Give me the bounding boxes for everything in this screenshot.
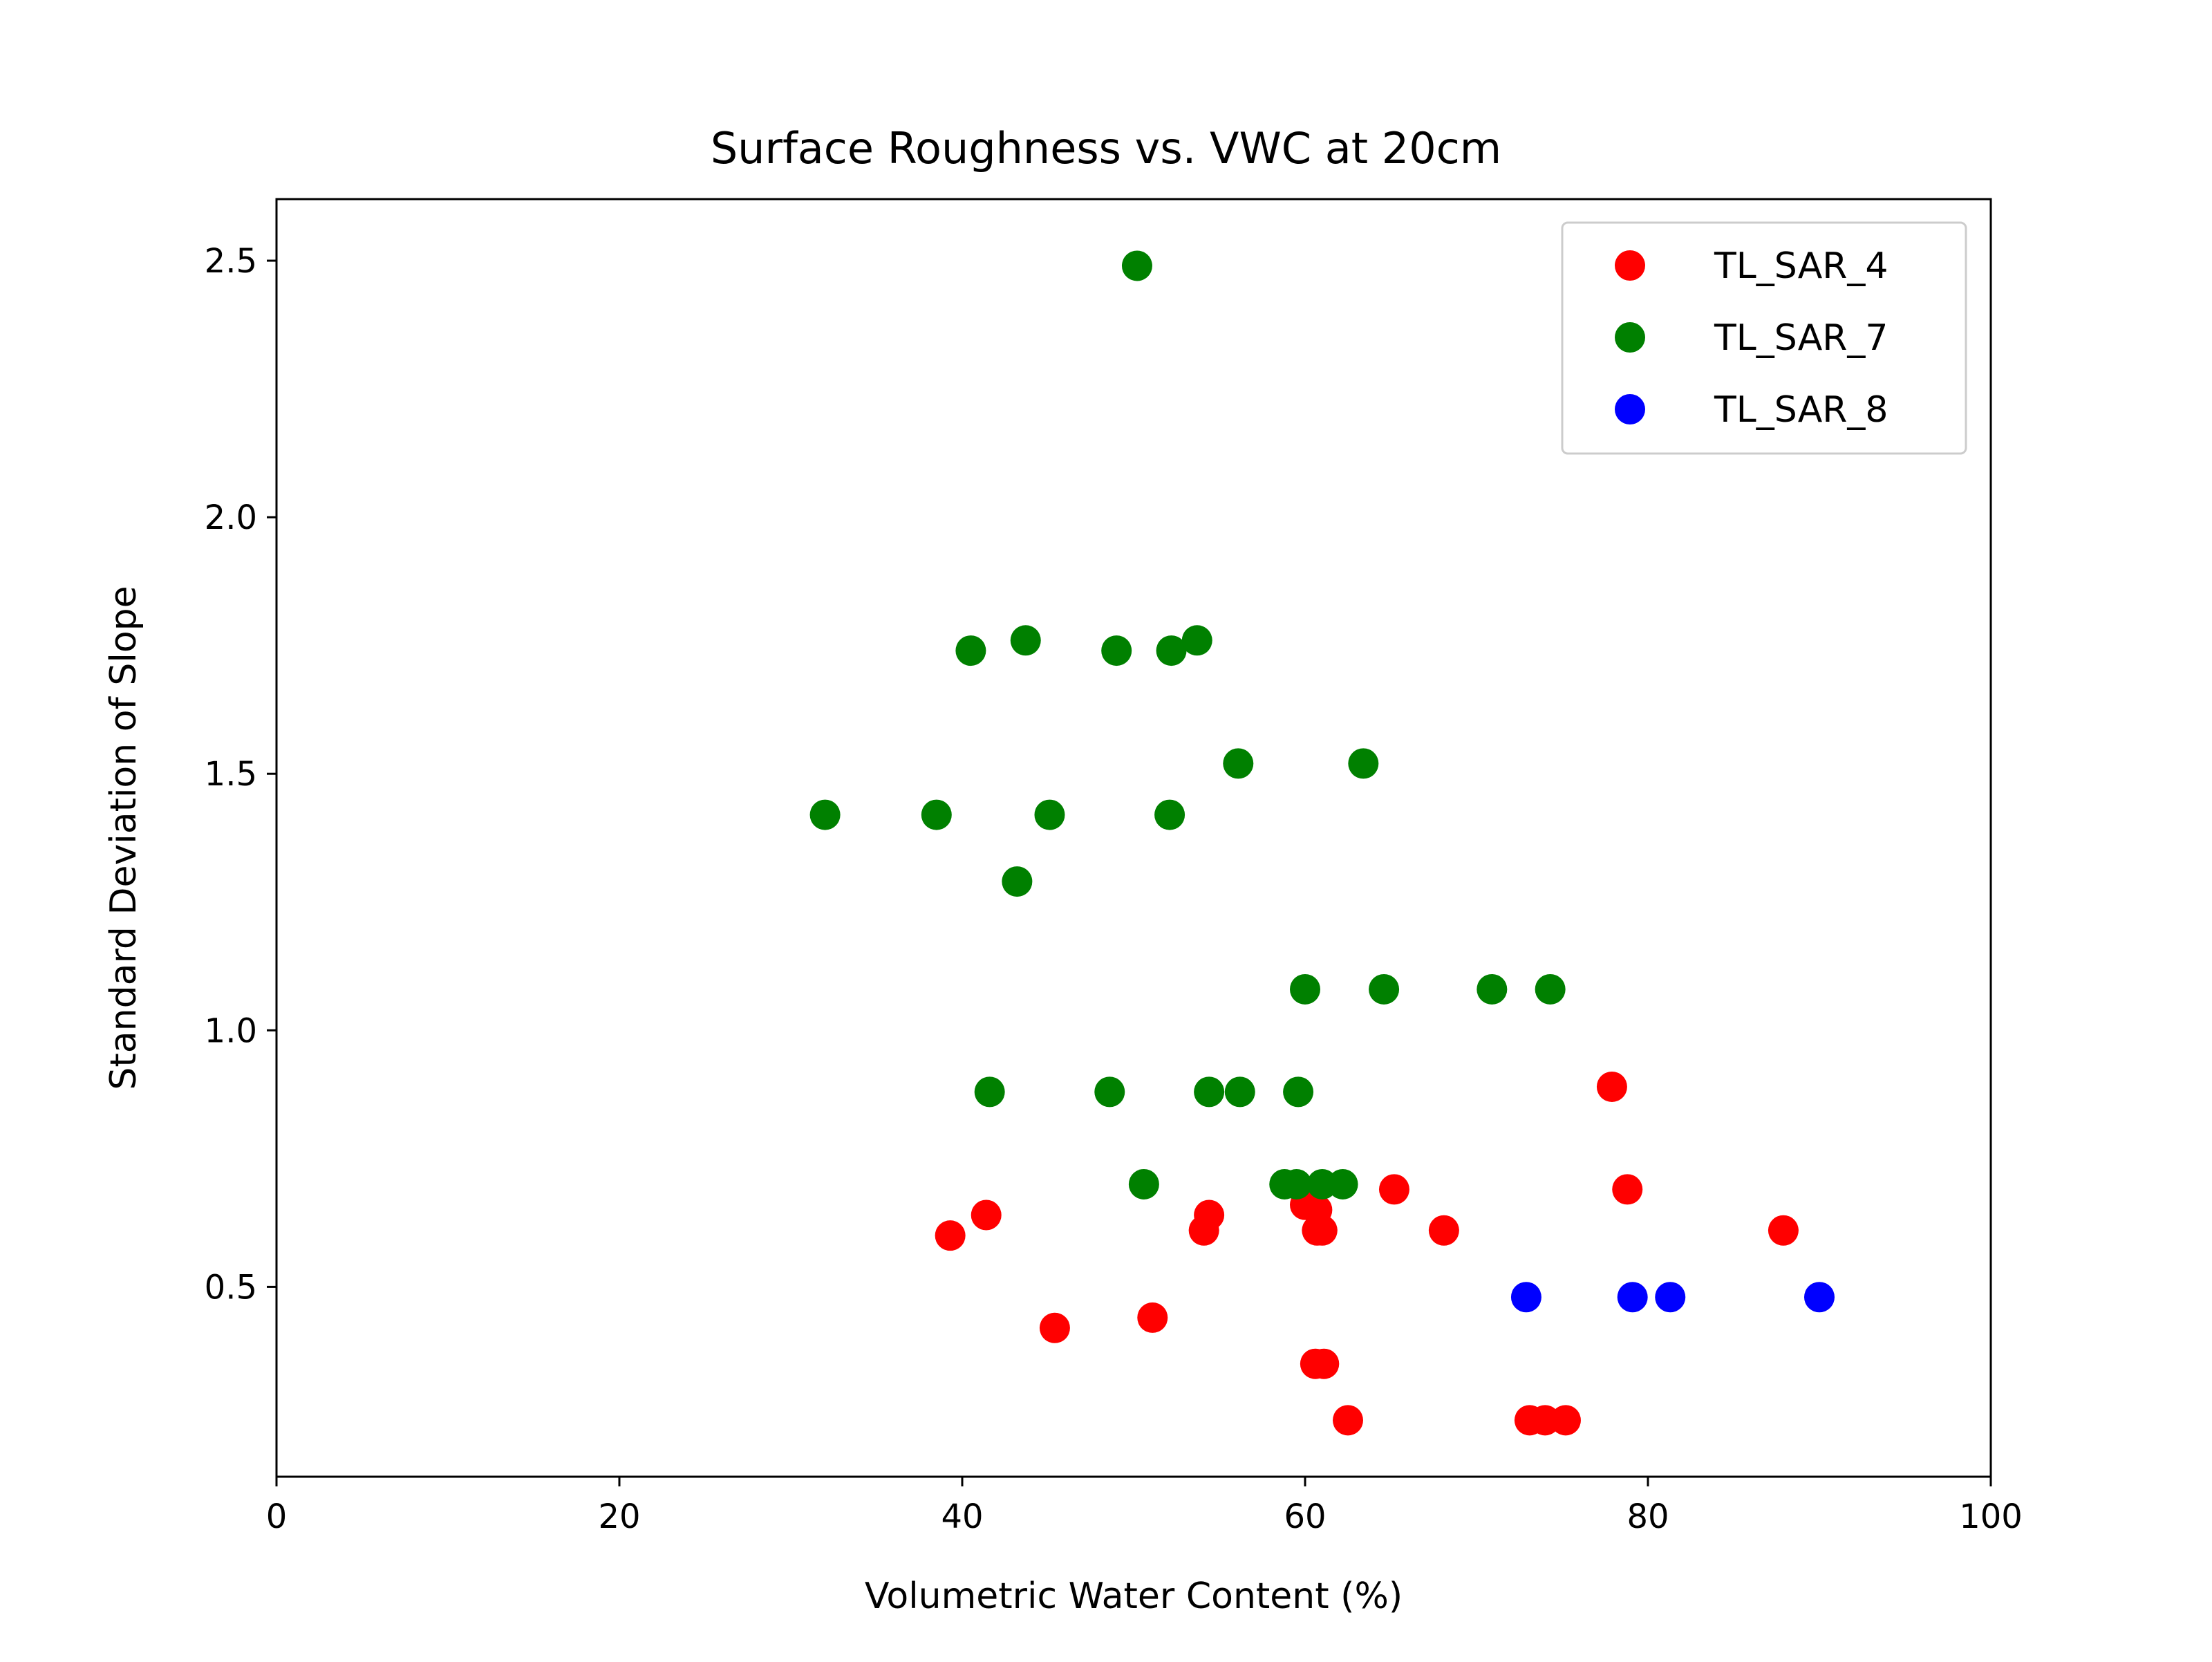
data-point — [1034, 799, 1065, 830]
data-point — [1477, 973, 1508, 1005]
data-point — [1194, 1199, 1225, 1231]
data-point — [1510, 1282, 1541, 1313]
data-point — [1010, 625, 1041, 656]
data-point — [1194, 1076, 1225, 1108]
x-axis-label: Volumetric Water Content (%) — [865, 1576, 1403, 1617]
y-tick-label: 1.5 — [205, 755, 257, 794]
legend-label-tl-sar-8: TL_SAR_8 — [1714, 389, 1888, 431]
data-point — [1617, 1282, 1648, 1313]
series-tl-sar-8 — [1510, 1282, 1835, 1313]
data-point — [1535, 973, 1566, 1005]
data-point — [809, 799, 841, 830]
data-point — [955, 635, 986, 666]
data-point — [1223, 748, 1254, 779]
data-point — [1348, 748, 1379, 779]
legend-marker-tl-sar-8 — [1615, 394, 1645, 424]
x-tick-label: 100 — [1959, 1497, 2023, 1536]
legend-marker-tl-sar-7 — [1615, 322, 1645, 353]
data-point — [1154, 799, 1185, 830]
data-point — [1804, 1282, 1835, 1313]
y-tick-label: 0.5 — [205, 1268, 257, 1307]
data-point — [935, 1220, 966, 1251]
x-tick-label: 0 — [266, 1497, 288, 1536]
data-point — [971, 1199, 1002, 1231]
legend-label-tl-sar-4: TL_SAR_4 — [1714, 245, 1888, 287]
data-point — [1327, 1168, 1358, 1199]
data-point — [921, 799, 952, 830]
y-tick-label: 2.5 — [205, 242, 257, 281]
x-tick-label: 40 — [941, 1497, 983, 1536]
data-point — [1283, 1076, 1314, 1108]
data-point — [1121, 250, 1152, 281]
y-axis-label: Standard Deviation of Slope — [103, 586, 144, 1090]
x-tick-label: 80 — [1627, 1497, 1669, 1536]
data-point — [1612, 1174, 1643, 1205]
data-point — [1428, 1215, 1459, 1246]
y-tick-label: 1.0 — [205, 1011, 257, 1050]
legend-marker-tl-sar-4 — [1615, 250, 1645, 281]
data-point — [1290, 973, 1320, 1005]
data-point — [1128, 1168, 1159, 1199]
legend: TL_SAR_4 TL_SAR_7 TL_SAR_8 — [1561, 221, 1967, 455]
x-tick-label: 60 — [1284, 1497, 1326, 1536]
data-point — [1156, 635, 1187, 666]
x-tick-label: 20 — [598, 1497, 640, 1536]
data-point — [1039, 1312, 1070, 1343]
series-tl-sar-7 — [809, 250, 1566, 1199]
x-axis: 0 20 40 60 80 100 — [266, 1477, 2023, 1536]
data-point — [1101, 635, 1132, 666]
data-point — [1002, 866, 1033, 897]
data-point — [1224, 1076, 1255, 1108]
data-point — [1137, 1302, 1168, 1333]
data-point — [1596, 1071, 1627, 1102]
data-point — [1181, 625, 1212, 656]
data-point — [1550, 1405, 1581, 1436]
data-point — [1094, 1076, 1125, 1108]
data-point — [1281, 1168, 1312, 1199]
data-point — [1768, 1215, 1799, 1246]
data-point — [1306, 1215, 1338, 1246]
data-point — [1369, 973, 1400, 1005]
y-tick-label: 2.0 — [205, 498, 257, 537]
y-axis: 0.5 1.0 1.5 2.0 2.5 — [205, 242, 276, 1307]
data-point — [1309, 1348, 1340, 1379]
data-point — [1378, 1174, 1409, 1205]
data-points — [809, 250, 1835, 1436]
plot-area-frame — [275, 198, 1992, 1478]
legend-label-tl-sar-7: TL_SAR_7 — [1714, 317, 1888, 359]
data-point — [1333, 1405, 1363, 1436]
data-point — [1655, 1282, 1686, 1313]
data-point — [974, 1076, 1005, 1108]
chart-title: Surface Roughness vs. VWC at 20cm — [711, 123, 1501, 174]
legend-box — [1561, 221, 1967, 455]
